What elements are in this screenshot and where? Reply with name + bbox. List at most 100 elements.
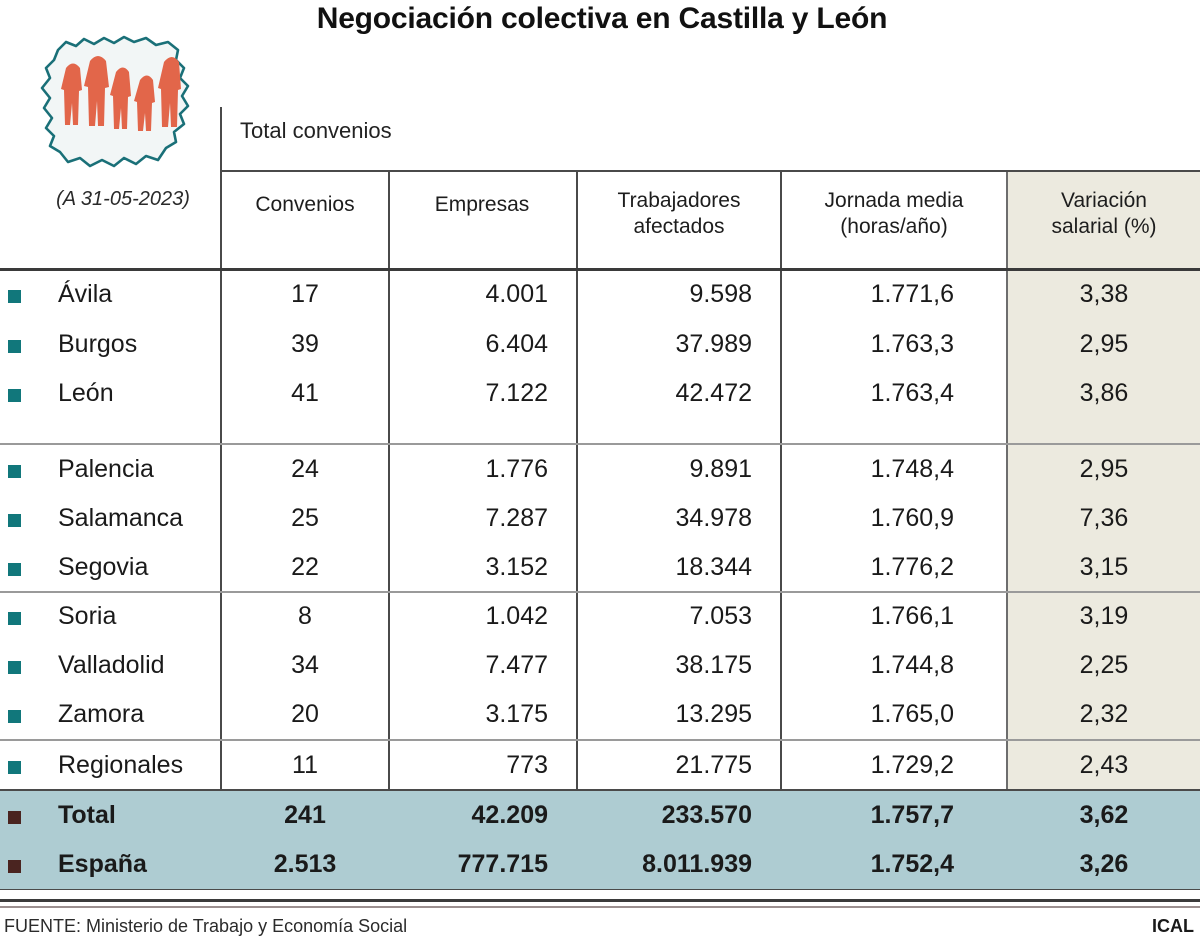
cell-jornada: 1.744,8	[870, 651, 954, 679]
row-name: Valladolid	[58, 651, 165, 679]
hrule-header-top	[220, 170, 1200, 172]
cell-convenios: 34	[291, 651, 319, 679]
table-row: Burgos 39 6.404 37.989 1.763,3 2,95	[0, 320, 1200, 369]
row-name: Soria	[58, 602, 117, 630]
cell-trabajadores: 233.570	[661, 801, 752, 829]
row-name: Salamanca	[58, 504, 184, 532]
footer-rule-top	[0, 899, 1200, 902]
hrule-header-bottom	[0, 268, 1200, 271]
col-header-variacion-line2: salarial (%)	[1051, 214, 1157, 238]
cell-trabajadores: 8.011.939	[642, 850, 752, 878]
cell-empresas: 7.287	[485, 504, 548, 532]
row-bullet-icon	[8, 661, 21, 674]
cell-empresas: 4.001	[485, 280, 548, 308]
cell-trabajadores: 7.053	[689, 602, 752, 630]
cell-jornada: 1.760,9	[870, 504, 954, 532]
cell-trabajadores: 21.775	[675, 751, 752, 779]
table-row: Regionales 11 773 21.775 1.729,2 2,43	[0, 741, 1200, 790]
cell-empresas: 42.209	[471, 801, 548, 829]
col-header-jornada: Jornada media (horas/año)	[784, 188, 1004, 239]
cell-jornada: 1.776,2	[870, 553, 954, 581]
variacion-column-tint	[1008, 170, 1200, 789]
vrule-2	[388, 170, 390, 889]
cell-convenios: 241	[284, 801, 326, 829]
col-header-variacion: Variación salarial (%)	[1010, 188, 1198, 239]
cell-jornada: 1.766,1	[870, 602, 954, 630]
table-row: Zamora 20 3.175 13.295 1.765,0 2,32	[0, 690, 1200, 739]
col-header-trabajadores-line2: afectados	[633, 214, 725, 238]
cell-variacion: 2,25	[1079, 651, 1129, 679]
vrule-3	[576, 170, 578, 889]
footer-rule-bottom	[0, 906, 1200, 908]
cell-empresas: 3.175	[485, 700, 548, 728]
hrule-group-3	[0, 739, 1200, 741]
cell-trabajadores: 38.175	[675, 651, 752, 679]
cell-empresas: 777.715	[457, 850, 548, 878]
row-bullet-icon	[8, 710, 21, 723]
row-bullet-icon	[8, 811, 21, 824]
vrule-1	[220, 107, 222, 889]
cell-variacion: 2,95	[1079, 330, 1129, 358]
row-bullet-icon	[8, 290, 21, 303]
cell-jornada: 1.765,0	[870, 700, 954, 728]
row-bullet-icon	[8, 340, 21, 353]
row-bullet-icon	[8, 860, 21, 873]
table-row: Salamanca 25 7.287 34.978 1.760,9 7,36	[0, 494, 1200, 543]
credit-label: ICAL	[1152, 916, 1194, 936]
cell-jornada: 1.748,4	[870, 455, 954, 483]
table-row: Palencia 24 1.776 9.891 1.748,4 2,95	[0, 445, 1200, 494]
cell-convenios: 20	[291, 700, 319, 728]
cell-convenios: 25	[291, 504, 319, 532]
cell-jornada: 1.763,3	[870, 330, 954, 358]
hrule-group-2	[0, 591, 1200, 593]
cell-variacion: 3,86	[1079, 379, 1129, 407]
table-row: Ávila 17 4.001 9.598 1.771,6 3,38	[0, 270, 1200, 319]
cell-empresas: 1.776	[485, 455, 548, 483]
hrule-table-bottom	[0, 888, 1200, 890]
table-row: León 41 7.122 42.472 1.763,4 3,86	[0, 369, 1200, 418]
row-name: Ávila	[58, 280, 113, 308]
cell-variacion: 3,19	[1079, 602, 1129, 630]
cell-empresas: 7.122	[485, 379, 548, 407]
row-bullet-icon	[8, 563, 21, 576]
table-row: España 2.513 777.715 8.011.939 1.752,4 3,26	[0, 840, 1200, 889]
cell-convenios: 17	[291, 280, 319, 308]
row-name: Palencia	[58, 455, 154, 483]
cell-trabajadores: 9.598	[689, 280, 752, 308]
row-name: España	[58, 850, 147, 878]
cell-convenios: 22	[291, 553, 319, 581]
cell-variacion: 3,15	[1079, 553, 1129, 581]
col-header-convenios: Convenios	[255, 193, 355, 216]
source-label: FUENTE: Ministerio de Trabajo y Economía…	[4, 916, 408, 936]
row-bullet-icon	[8, 514, 21, 527]
cell-trabajadores: 18.344	[675, 553, 752, 581]
table-row: Total 241 42.209 233.570 1.757,7 3,62	[0, 791, 1200, 840]
cell-variacion: 2,43	[1079, 751, 1129, 779]
row-name: León	[58, 379, 114, 407]
table-row: Soria 8 1.042 7.053 1.766,1 3,19	[0, 592, 1200, 641]
hrule-total-top	[0, 789, 1200, 791]
cell-convenios: 24	[291, 455, 319, 483]
cell-variacion: 3,62	[1079, 801, 1129, 829]
cell-trabajadores: 13.295	[675, 700, 752, 728]
cell-variacion: 2,95	[1079, 455, 1129, 483]
supra-header-total-convenios: Total convenios	[240, 118, 392, 143]
cell-variacion: 3,26	[1079, 850, 1129, 878]
cell-convenios: 8	[298, 602, 312, 630]
cell-trabajadores: 9.891	[689, 455, 752, 483]
cell-empresas: 3.152	[485, 553, 548, 581]
row-name: Segovia	[58, 553, 149, 581]
cell-trabajadores: 42.472	[675, 379, 752, 407]
cell-variacion: 7,36	[1079, 504, 1129, 532]
cell-empresas: 773	[506, 751, 548, 779]
cell-convenios: 11	[292, 751, 318, 779]
col-header-trabajadores: Trabajadores afectados	[580, 188, 778, 239]
row-name: Zamora	[58, 700, 145, 728]
page-title: Negociación colectiva en Castilla y León	[316, 2, 888, 35]
cell-empresas: 6.404	[485, 330, 548, 358]
cell-empresas: 7.477	[485, 651, 548, 679]
cell-jornada: 1.757,7	[870, 801, 954, 829]
col-header-jornada-line1: Jornada media	[824, 189, 964, 212]
vrule-4	[780, 170, 782, 889]
cell-empresas: 1.042	[485, 602, 548, 630]
